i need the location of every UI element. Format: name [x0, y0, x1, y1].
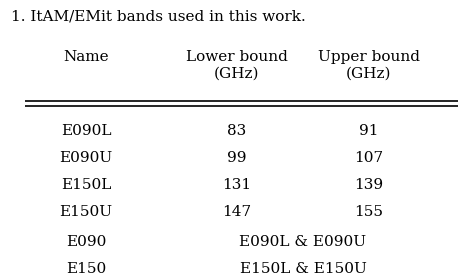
- Text: 83: 83: [228, 124, 246, 138]
- Text: Name: Name: [64, 50, 109, 64]
- Text: Lower bound
(GHz): Lower bound (GHz): [186, 50, 288, 81]
- Text: 155: 155: [355, 205, 383, 219]
- Text: 91: 91: [359, 124, 379, 138]
- Text: E150U: E150U: [60, 205, 113, 219]
- Text: 139: 139: [355, 178, 383, 192]
- Text: 147: 147: [222, 205, 252, 219]
- Text: E090: E090: [66, 235, 106, 249]
- Text: E150: E150: [66, 262, 106, 276]
- Text: 99: 99: [227, 151, 247, 165]
- Text: 131: 131: [222, 178, 252, 192]
- Text: E090L & E090U: E090L & E090U: [239, 235, 366, 249]
- Text: E150L & E150U: E150L & E150U: [239, 262, 366, 276]
- Text: 1. ItAM/EMit bands used in this work.: 1. ItAM/EMit bands used in this work.: [11, 10, 306, 24]
- Text: E090L: E090L: [61, 124, 111, 138]
- Text: Upper bound
(GHz): Upper bound (GHz): [318, 50, 420, 81]
- Text: 107: 107: [355, 151, 383, 165]
- Text: E150L: E150L: [61, 178, 111, 192]
- Text: E090U: E090U: [60, 151, 113, 165]
